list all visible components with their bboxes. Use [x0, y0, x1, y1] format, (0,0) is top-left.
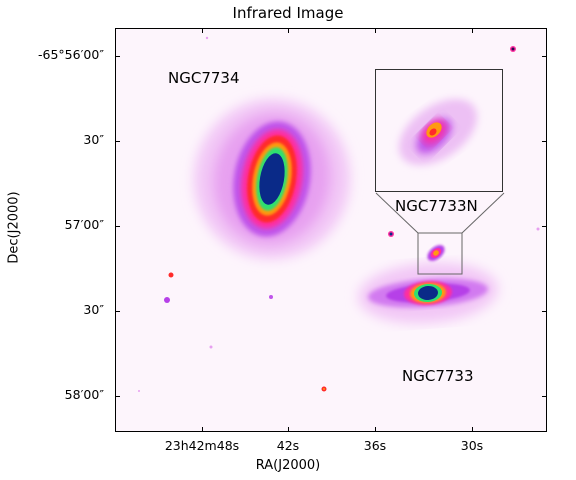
x-tick-label: 36s: [363, 438, 387, 453]
y-tick-mark: [542, 226, 547, 227]
x-tick-label: 23h42m48s: [164, 438, 240, 453]
x-tick-mark: [472, 28, 473, 33]
y-tick-mark: [115, 396, 120, 397]
label-ngc7733: NGC7733: [402, 367, 474, 385]
x-tick-mark: [375, 427, 376, 432]
y-tick-label: -65°56′00″: [38, 47, 104, 62]
y-tick-label: 58′00″: [64, 387, 104, 402]
stars: [138, 36, 540, 392]
infrared-image: [138, 36, 540, 392]
zoom-inset-image: [376, 70, 502, 191]
x-tick-mark: [288, 427, 289, 432]
y-tick-label: 30″: [83, 302, 104, 317]
x-tick-mark: [202, 427, 203, 432]
x-tick-mark: [288, 28, 289, 33]
x-tick-mark: [375, 28, 376, 33]
x-tick-mark: [472, 427, 473, 432]
y-tick-mark: [115, 56, 120, 57]
label-ngc7734: NGC7734: [168, 69, 240, 87]
zoom-region-box: [417, 232, 463, 275]
y-tick-mark: [542, 56, 547, 57]
y-tick-mark: [542, 311, 547, 312]
zoom-connector-left: [375, 192, 419, 234]
galaxy-ngc7734: [193, 99, 351, 259]
y-tick-mark: [115, 226, 120, 227]
y-tick-label: 30″: [83, 132, 104, 147]
y-tick-label: 57′00″: [64, 217, 104, 232]
image-title: Infrared Image: [232, 4, 344, 22]
x-tick-mark: [202, 28, 203, 33]
zoom-connector-right: [461, 192, 505, 234]
y-tick-mark: [542, 396, 547, 397]
y-tick-mark: [542, 141, 547, 142]
zoom-inset: [375, 69, 503, 192]
y-tick-mark: [115, 141, 120, 142]
galaxy-ngc7733n: [427, 245, 445, 261]
label-ngc7733n: NGC7733N: [395, 197, 478, 215]
y-axis-label: Dec(J2000): [6, 191, 22, 264]
x-tick-label: 30s: [460, 438, 484, 453]
galaxy-ngc7733: [358, 262, 498, 324]
x-tick-label: 42s: [276, 438, 300, 453]
y-tick-mark: [115, 311, 120, 312]
x-axis-label: RA(J2000): [255, 458, 321, 473]
